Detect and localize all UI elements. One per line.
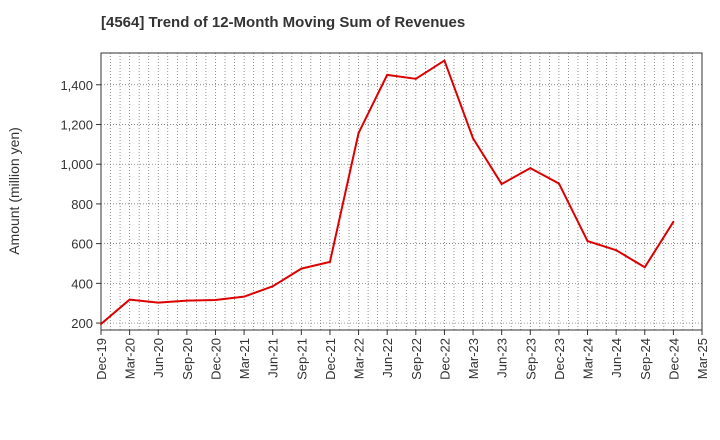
- grid-lines: [101, 53, 702, 330]
- data-point: [672, 220, 675, 223]
- axes: 200 400 600 800 1,000 1,200 1,400 Dec-19 Mar-20 J…: [60, 52, 710, 380]
- data-point: [586, 240, 589, 243]
- x-tick-label: Jun-21: [266, 338, 281, 378]
- data-point: [328, 260, 331, 263]
- x-tick-label: Mar-21: [237, 338, 252, 379]
- data-point: [529, 167, 532, 170]
- x-tick-label: Dec-22: [437, 338, 452, 380]
- data-point: [185, 299, 188, 302]
- data-point: [157, 301, 160, 304]
- data-point: [300, 267, 303, 270]
- x-tick-label: Mar-23: [466, 338, 481, 379]
- x-tick-label: Dec-19: [94, 338, 109, 380]
- x-tick-label: Sep-20: [180, 338, 195, 380]
- data-point: [443, 59, 446, 62]
- x-tick-label: Sep-22: [409, 338, 424, 380]
- y-tick-label: 1,000: [60, 157, 93, 172]
- data-point: [271, 285, 274, 288]
- y-tick-label: 600: [71, 237, 93, 252]
- data-point: [357, 132, 360, 135]
- data-point: [643, 266, 646, 269]
- x-tick-label: Dec-23: [552, 338, 567, 380]
- data-point: [243, 295, 246, 298]
- x-tick-label: Jun-22: [380, 338, 395, 378]
- y-tick-label: 200: [71, 316, 93, 331]
- x-tick-label: Jun-23: [495, 338, 510, 378]
- data-point: [500, 183, 503, 186]
- series-line-layer: [100, 59, 675, 326]
- y-tick-label: 1,200: [60, 117, 93, 132]
- data-point: [128, 298, 131, 301]
- data-point: [214, 299, 217, 302]
- x-tick-label: Dec-20: [208, 338, 223, 380]
- x-tick-label: Sep-23: [523, 338, 538, 380]
- x-tick-label: Mar-22: [352, 338, 367, 379]
- x-tick-label: Mar-20: [123, 338, 138, 379]
- data-point: [100, 323, 102, 326]
- x-tick-label: Jun-20: [151, 338, 166, 378]
- y-tick-label: 1,400: [60, 78, 93, 93]
- data-point: [386, 73, 389, 76]
- x-tick-label: Mar-25: [695, 338, 710, 379]
- x-tick-label: Jun-24: [609, 338, 624, 378]
- data-point: [557, 182, 560, 185]
- y-tick-label: 400: [71, 276, 93, 291]
- chart-title: [4564] Trend of 12-Month Moving Sum of R…: [101, 14, 466, 31]
- x-tick-label: Dec-21: [323, 338, 338, 380]
- x-tick-label: Dec-24: [666, 338, 681, 380]
- plot-frame: [100, 52, 703, 331]
- x-tick-label: Sep-24: [638, 338, 653, 380]
- y-tick-label: 800: [71, 197, 93, 212]
- data-point: [472, 137, 475, 140]
- data-point: [414, 77, 417, 80]
- x-tick-label: Sep-21: [294, 338, 309, 380]
- data-point: [615, 249, 618, 252]
- y-axis-label: Amount (million yen): [6, 127, 22, 255]
- x-tick-label: Mar-24: [581, 338, 596, 379]
